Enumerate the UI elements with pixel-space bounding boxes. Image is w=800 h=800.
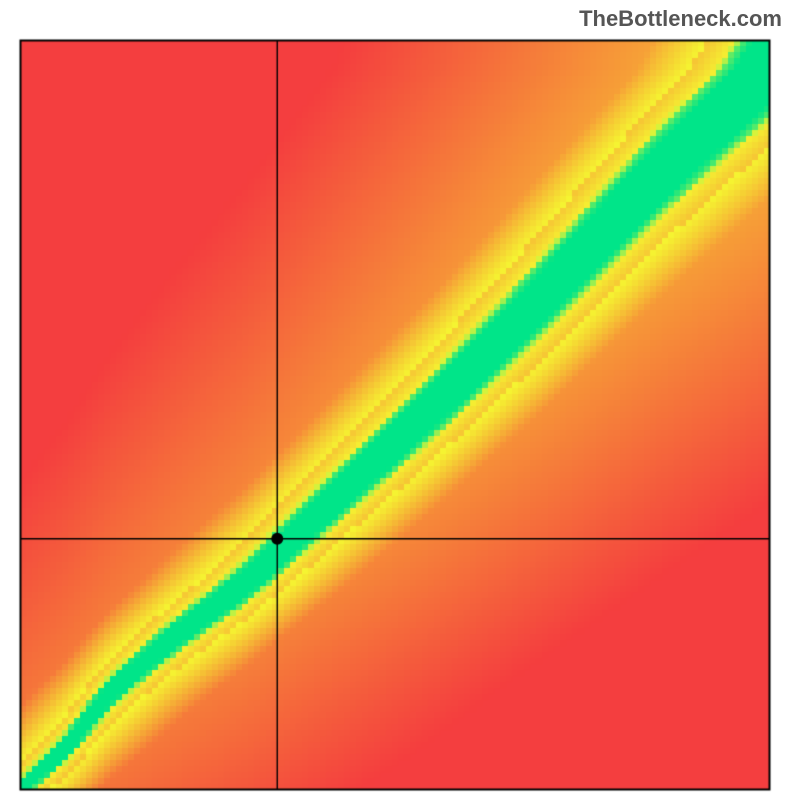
bottleneck-heatmap — [0, 0, 800, 800]
watermark-text: TheBottleneck.com — [579, 6, 782, 32]
chart-container: TheBottleneck.com — [0, 0, 800, 800]
